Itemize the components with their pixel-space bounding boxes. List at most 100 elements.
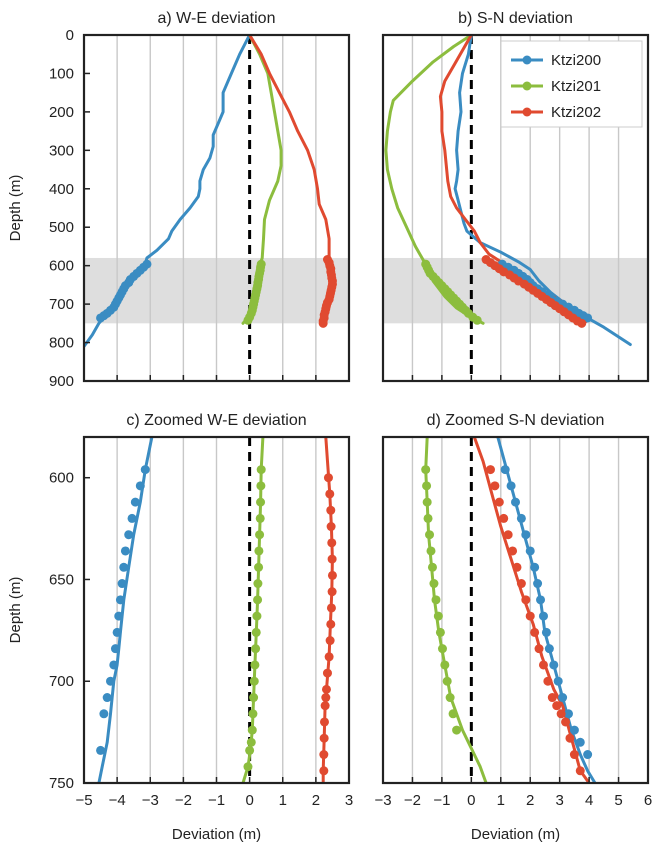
x-tick-label: 4 bbox=[585, 792, 593, 809]
data-point-ktzi201 bbox=[252, 611, 262, 621]
data-point-ktzi201 bbox=[448, 709, 458, 719]
data-point-ktzi201 bbox=[256, 497, 266, 507]
data-point-ktzi200 bbox=[96, 745, 106, 755]
data-point-ktzi202 bbox=[324, 652, 334, 662]
data-point-ktzi202 bbox=[327, 538, 337, 548]
data-point-ktzi200 bbox=[124, 530, 134, 540]
data-point-ktzi200 bbox=[516, 513, 526, 523]
data-point-ktzi202 bbox=[319, 733, 329, 743]
axes-frame bbox=[381, 435, 650, 785]
data-point-ktzi201 bbox=[255, 513, 265, 523]
data-point-ktzi201 bbox=[421, 465, 431, 475]
data-point-ktzi200 bbox=[558, 693, 568, 703]
data-point-ktzi200 bbox=[115, 595, 125, 605]
y-tick-label: 0 bbox=[66, 27, 74, 44]
data-point-ktzi201 bbox=[243, 315, 253, 325]
data-point-ktzi202 bbox=[326, 505, 336, 515]
y-axis-label: Depth (m) bbox=[7, 175, 24, 242]
data-point-ktzi202 bbox=[323, 473, 333, 483]
y-tick-label: 400 bbox=[49, 181, 74, 198]
data-point-ktzi201 bbox=[433, 611, 443, 621]
data-point-ktzi202 bbox=[499, 513, 509, 523]
data-point-ktzi202 bbox=[561, 717, 571, 727]
data-point-ktzi200 bbox=[583, 313, 593, 323]
data-point-ktzi202 bbox=[327, 587, 337, 597]
data-point-ktzi202 bbox=[503, 530, 513, 540]
y-tick-label: 800 bbox=[49, 335, 74, 352]
series-line-ktzi200 bbox=[97, 437, 154, 783]
data-point-ktzi202 bbox=[577, 318, 587, 328]
panel-title: a) W-E deviation bbox=[158, 10, 276, 27]
data-point-ktzi202 bbox=[508, 546, 518, 556]
panel-title: b) S-N deviation bbox=[458, 10, 573, 27]
data-point-ktzi201 bbox=[255, 530, 265, 540]
x-tick-label: 3 bbox=[345, 792, 353, 809]
y-tick-label: 600 bbox=[49, 470, 74, 487]
data-point-ktzi201 bbox=[254, 562, 264, 572]
data-point-ktzi201 bbox=[250, 660, 260, 670]
panel-d-zoomed-sn-deviation: d) Zoomed S-N deviation −3 −2 −1 0 1 2 3 4 5 6 Devi… bbox=[374, 412, 652, 843]
data-point-ktzi202 bbox=[322, 668, 332, 678]
data-point-ktzi200 bbox=[569, 725, 579, 735]
data-point-ktzi202 bbox=[327, 554, 337, 564]
data-point-ktzi201 bbox=[437, 644, 447, 654]
data-point-ktzi201 bbox=[445, 693, 455, 703]
data-point-ktzi200 bbox=[536, 595, 546, 605]
data-point-ktzi202 bbox=[321, 693, 331, 703]
data-point-ktzi202 bbox=[318, 318, 328, 328]
legend: Ktzi200 Ktzi201 Ktzi202 bbox=[500, 40, 643, 128]
data-point-ktzi201 bbox=[426, 546, 436, 556]
x-axis-label: Deviation (m) bbox=[172, 826, 261, 843]
data-point-ktzi200 bbox=[511, 497, 520, 507]
data-point-ktzi202 bbox=[521, 595, 531, 605]
data-point-ktzi200 bbox=[120, 546, 130, 556]
data-point-ktzi202 bbox=[320, 701, 330, 711]
data-point-ktzi201 bbox=[254, 546, 264, 556]
y-tick-label: 100 bbox=[49, 65, 74, 82]
data-point-ktzi202 bbox=[538, 660, 548, 670]
data-point-ktzi200 bbox=[533, 579, 543, 589]
data-point-ktzi202 bbox=[325, 489, 335, 499]
data-point-ktzi200 bbox=[96, 313, 106, 323]
x-tick-label: −3 bbox=[374, 792, 391, 809]
x-tick-label: −1 bbox=[208, 792, 225, 809]
x-tick-label: 0 bbox=[467, 792, 475, 809]
data-point-ktzi201 bbox=[472, 315, 482, 325]
data-point-ktzi201 bbox=[452, 725, 462, 735]
data-point-ktzi201 bbox=[247, 725, 257, 735]
data-point-ktzi200 bbox=[525, 546, 535, 556]
data-point-ktzi202 bbox=[552, 701, 562, 711]
data-point-ktzi201 bbox=[429, 579, 439, 589]
data-point-ktzi200 bbox=[119, 562, 129, 572]
data-point-ktzi200 bbox=[127, 513, 137, 523]
data-point-ktzi200 bbox=[583, 750, 593, 760]
data-point-ktzi200 bbox=[500, 465, 510, 475]
data-point-ktzi201 bbox=[253, 595, 263, 605]
y-tick-label: 700 bbox=[49, 296, 74, 313]
data-point-ktzi200 bbox=[110, 644, 120, 654]
x-tick-label: 0 bbox=[245, 792, 253, 809]
data-point-ktzi202 bbox=[565, 733, 575, 743]
x-tick-label: −4 bbox=[109, 792, 126, 809]
data-point-ktzi200 bbox=[544, 644, 554, 654]
panel-a-we-deviation: a) W-E deviation 0 100 200 300 400 500 600 700 80… bbox=[7, 10, 351, 390]
x-tick-label: 3 bbox=[555, 792, 563, 809]
legend-marker-ktzi201 bbox=[522, 81, 532, 91]
data-point-ktzi201 bbox=[435, 627, 445, 637]
data-point-ktzi202 bbox=[530, 627, 540, 637]
y-tick-label: 600 bbox=[49, 258, 74, 275]
data-point-ktzi201 bbox=[425, 530, 435, 540]
data-point-ktzi201 bbox=[245, 745, 255, 755]
data-point-ktzi202 bbox=[319, 717, 329, 727]
data-point-ktzi200 bbox=[521, 530, 531, 540]
data-point-ktzi202 bbox=[494, 497, 504, 507]
data-point-ktzi200 bbox=[102, 693, 112, 703]
data-point-ktzi200 bbox=[135, 481, 145, 491]
data-point-ktzi201 bbox=[423, 513, 433, 523]
legend-marker-ktzi200 bbox=[522, 55, 532, 65]
data-point-ktzi200 bbox=[106, 676, 115, 686]
x-tick-label: −5 bbox=[75, 792, 92, 809]
data-point-ktzi200 bbox=[549, 660, 559, 670]
data-point-ktzi201 bbox=[256, 465, 266, 475]
data-point-ktzi202 bbox=[326, 619, 336, 629]
